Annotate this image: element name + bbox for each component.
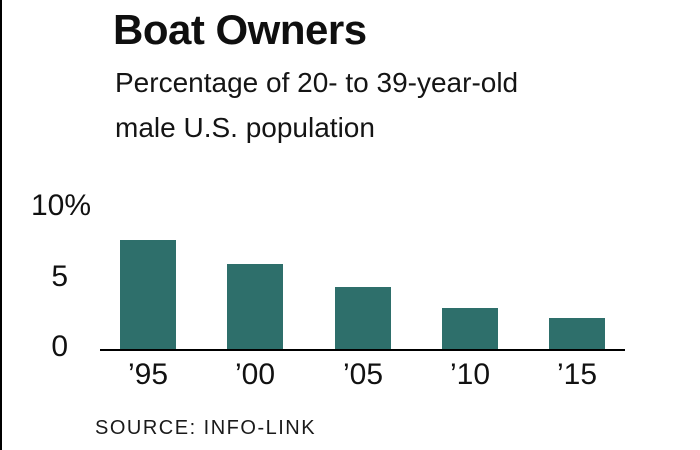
x-axis-line xyxy=(100,349,625,351)
y-tick-label-0: 0 xyxy=(51,330,68,363)
bar-95 xyxy=(120,240,176,350)
x-tick-label-10: ’10 xyxy=(449,358,491,391)
y-tick-label-5: 5 xyxy=(51,260,68,293)
x-tick-label-05: ’05 xyxy=(342,358,384,391)
left-border-rule xyxy=(0,0,2,450)
bar-15 xyxy=(549,318,605,350)
x-tick-label-95: ’95 xyxy=(127,358,169,391)
y-tick-label-10: 10% xyxy=(31,189,92,222)
chart-subtitle: Percentage of 20- to 39-year-old male U.… xyxy=(115,67,519,143)
bar-05 xyxy=(335,287,391,350)
bar-00 xyxy=(227,264,283,350)
x-tick-label-00: ’00 xyxy=(234,358,276,391)
chart-title: Boat Owners xyxy=(113,6,367,53)
bar-10 xyxy=(442,308,498,350)
source-note: SOURCE: INFO-LINK xyxy=(95,417,317,439)
x-tick-label-15: ’15 xyxy=(556,358,598,391)
